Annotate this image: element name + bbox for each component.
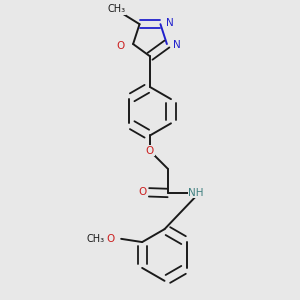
Text: N: N	[166, 18, 174, 28]
Text: NH: NH	[188, 188, 204, 198]
Text: O: O	[117, 40, 125, 51]
Text: CH₃: CH₃	[107, 4, 125, 14]
Text: O: O	[146, 146, 154, 156]
Text: N: N	[173, 40, 181, 50]
Text: O: O	[138, 187, 147, 197]
Text: O: O	[106, 233, 115, 244]
Text: CH₃: CH₃	[86, 233, 104, 244]
